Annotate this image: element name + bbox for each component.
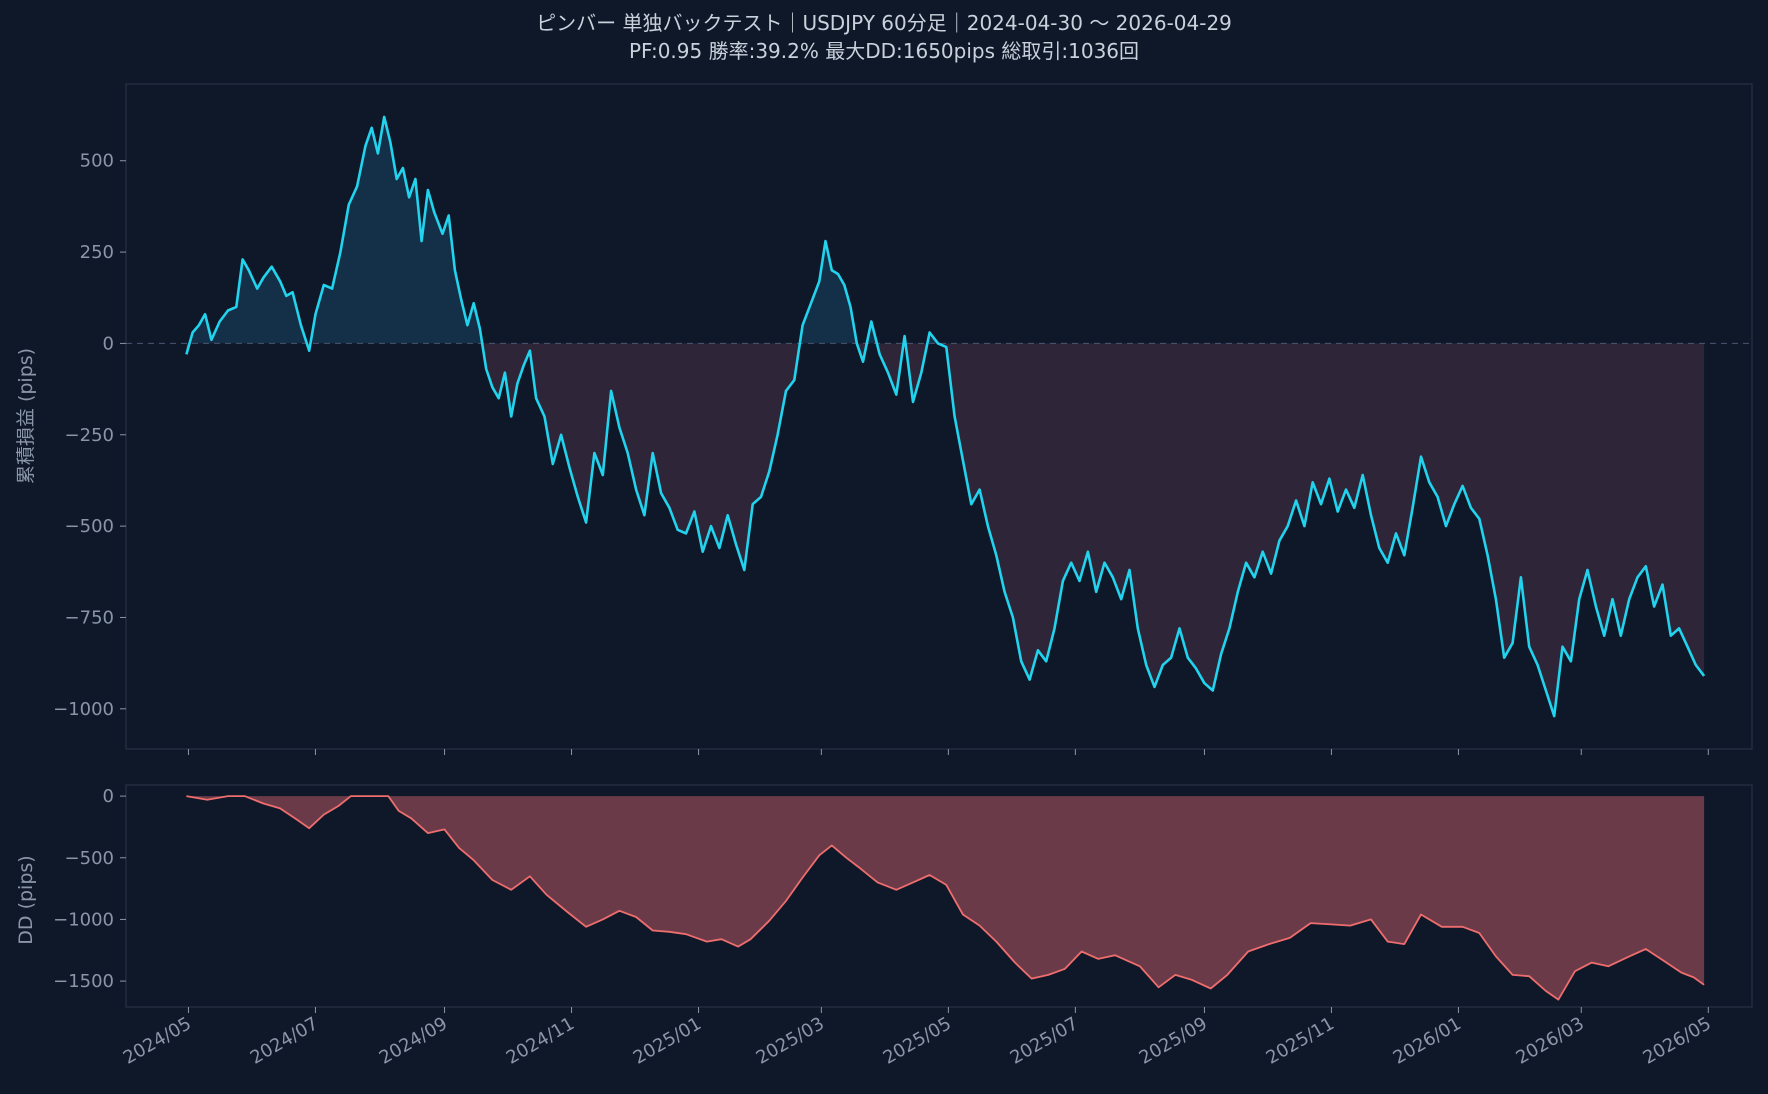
pnl-y-tick-label: −250 [65,425,114,446]
x-tick-label: 2024/11 [503,1013,578,1069]
x-tick-label: 2025/07 [1007,1013,1082,1069]
pnl-x-tick-marks [187,749,1709,755]
dd-panel: 0−500−1000−1500 2024/05 2024/07 2024/09 202… [15,784,1753,1069]
chart-subtitle: PF:0.95 勝率:39.2% 最大DD:1650pips 総取引:1036回 [629,39,1139,63]
x-tick-label: 2025/11 [1263,1013,1338,1069]
pnl-y-axis-label: 累積損益 (pips) [15,348,37,484]
dd-series-line [186,795,1705,1001]
dd-y-tick-label: −1500 [53,971,114,992]
pnl-y-tick-label: −500 [65,516,114,537]
x-tick-label: 2024/05 [120,1013,195,1069]
pnl-positive-area [186,116,1705,344]
pnl-y-tick-label: 500 [80,151,114,172]
dd-x-axis: 2024/05 2024/07 2024/09 2024/11 2025/01 2025/… [120,1007,1715,1069]
pnl-panel-frame [125,83,1753,750]
pnl-y-tick-label: 0 [103,333,114,354]
pnl-y-tick-label: 250 [80,242,114,263]
x-tick-label: 2024/07 [247,1013,322,1069]
dd-area [186,796,1705,1000]
x-tick-label: 2026/05 [1640,1013,1715,1069]
x-tick-label: 2026/03 [1513,1013,1588,1069]
x-tick-label: 2024/09 [376,1013,451,1069]
x-tick-label: 2025/09 [1136,1013,1211,1069]
x-tick-label: 2026/01 [1390,1013,1465,1069]
x-tick-label: 2025/03 [753,1013,828,1069]
pnl-y-tick-label: −750 [65,607,114,628]
x-tick-label: 2025/05 [880,1013,955,1069]
dd-y-tick-label: 0 [103,786,114,807]
pnl-negative-area [186,343,1705,717]
dd-y-tick-label: −1000 [53,909,114,930]
pnl-y-axis: 500 250 0 −250 −500 −750 −1000 [53,151,126,720]
dd-y-axis: 0 −500 −1000 −1500 [53,786,126,992]
pnl-series-line [185,115,1706,718]
dd-y-tick-label: −500 [65,848,114,869]
dd-panel-frame [125,784,1753,1008]
dd-y-axis-label: DD (pips) [15,855,37,944]
chart-title: ピンバー 単独バックテスト｜USDJPY 60分足｜2024-04-30 〜 2… [536,11,1232,35]
x-tick-label: 2025/01 [630,1013,705,1069]
pnl-panel: 500 250 0 −250 −500 −750 −1000 累積損益 (pips) [15,83,1753,755]
pnl-y-tick-label: −1000 [53,699,114,720]
